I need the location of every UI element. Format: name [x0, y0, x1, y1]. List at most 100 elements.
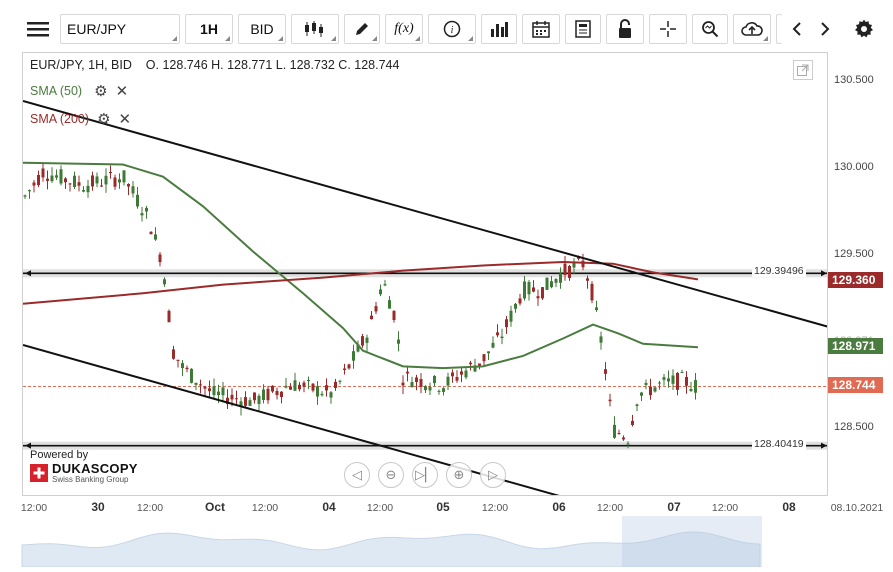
candle-body	[622, 437, 625, 440]
candle-body	[500, 336, 504, 339]
indicators-button[interactable]: f(x)	[385, 14, 423, 44]
candle-body	[37, 175, 40, 186]
candle-body	[536, 296, 540, 299]
time-label: 06	[552, 500, 566, 514]
candle-body	[361, 336, 364, 346]
candle-body	[496, 332, 499, 336]
crosshair-button[interactable]	[649, 14, 687, 44]
lock-button[interactable]	[606, 14, 644, 44]
navigator[interactable]	[0, 516, 893, 568]
price-chart[interactable]	[23, 53, 828, 496]
candle-body	[145, 207, 148, 212]
candle-body	[41, 168, 45, 178]
candle-body	[514, 303, 517, 309]
document-icon	[575, 20, 591, 38]
price-side-selector[interactable]: BID	[238, 14, 286, 44]
report-button[interactable]	[565, 14, 601, 44]
time-label: 08	[782, 500, 796, 514]
candle-body	[563, 263, 567, 275]
candle-body	[289, 386, 292, 390]
chart-area[interactable]	[22, 52, 828, 496]
candle-body	[586, 278, 589, 281]
timeframe-selector[interactable]: 1H	[185, 14, 233, 44]
candle-body	[577, 257, 580, 259]
volume-button[interactable]	[481, 14, 517, 44]
price-axis[interactable]: 130.500 130.000 129.500 128.971 128.500 …	[828, 52, 893, 496]
external-link-icon	[797, 64, 809, 76]
candle-body	[671, 375, 675, 384]
candle-body	[140, 213, 144, 216]
candle-body	[239, 401, 243, 407]
zoom-in-button[interactable]: ⊕	[446, 462, 472, 488]
time-label: 12:00	[481, 502, 509, 514]
time-label: 30	[91, 500, 105, 514]
zoom-button[interactable]	[692, 14, 728, 44]
hamburger-icon	[27, 22, 49, 37]
candle-body	[221, 387, 225, 396]
date-label: 08.10.2021	[830, 502, 884, 514]
zoom-out-button[interactable]: ⊖	[378, 462, 404, 488]
chart-info: EUR/JPY, 1H, BID O. 128.746 H. 128.771 L…	[30, 58, 399, 72]
upload-button[interactable]	[733, 14, 771, 44]
navigator-area[interactable]	[0, 516, 893, 568]
ohlc-values: O. 128.746 H. 128.771 L. 128.732 C. 128.…	[145, 58, 400, 72]
candle-body	[658, 382, 661, 384]
candle-body	[284, 385, 288, 388]
close-icon[interactable]: ✕	[115, 83, 129, 100]
candle-body	[599, 336, 603, 343]
triangle-left-icon: ◁	[352, 467, 362, 482]
candle-body	[46, 178, 49, 181]
calendar-button[interactable]	[522, 14, 560, 44]
candle-body	[316, 386, 319, 397]
sma200-label: SMA (200)	[30, 112, 90, 126]
candle-body	[527, 281, 531, 295]
candle-body	[635, 404, 639, 407]
candle-body	[397, 339, 400, 344]
price-label: 130.000	[834, 161, 874, 173]
candle-body	[82, 190, 85, 192]
scroll-right-button[interactable]: ▷	[480, 462, 506, 488]
candle-body	[581, 260, 585, 268]
candle-body	[226, 397, 229, 405]
sma50-price-tag: 128.971	[828, 338, 883, 354]
level-arrow-left	[25, 270, 31, 277]
last-price-tag: 128.744	[828, 377, 883, 393]
candle-body	[464, 370, 468, 378]
draw-tool-button[interactable]	[344, 14, 380, 44]
chart-type-button[interactable]	[291, 14, 339, 44]
candle-body	[401, 382, 405, 386]
time-axis[interactable]: 12:00 30 12:00 Oct 12:00 04 12:00 05 12:…	[21, 496, 893, 516]
info-button[interactable]: i	[428, 14, 476, 44]
zoom-icon	[702, 21, 719, 38]
candle-body	[203, 386, 207, 389]
menu-button[interactable]	[22, 14, 54, 44]
candle-body	[230, 394, 234, 400]
candle-body	[343, 368, 346, 370]
settings-button[interactable]	[850, 14, 878, 44]
lower-trendline	[23, 344, 560, 495]
candle-body	[469, 362, 472, 365]
navigator-window[interactable]	[622, 516, 762, 567]
gear-icon[interactable]: ⚙	[97, 111, 111, 128]
candle-body	[518, 298, 522, 304]
candle-body	[388, 300, 391, 309]
candle-body	[455, 376, 459, 381]
next-button[interactable]	[814, 14, 836, 44]
prev-button[interactable]	[786, 14, 808, 44]
candle-body	[311, 383, 315, 391]
popout-button[interactable]	[793, 60, 813, 80]
candle-body	[118, 179, 121, 183]
scroll-left-button[interactable]: ◁	[344, 462, 370, 488]
gear-icon[interactable]: ⚙	[94, 83, 108, 100]
powered-by-logo: Powered by DUKASCOPY Swiss Banking Group	[30, 449, 150, 495]
candle-body	[446, 376, 450, 386]
indicator-sma50: SMA (50) ⚙ ✕	[30, 82, 128, 100]
candle-body	[572, 263, 576, 268]
symbol-selector[interactable]: EUR/JPY	[60, 14, 180, 44]
fit-button[interactable]: ▷▏	[412, 462, 438, 488]
candle-body	[275, 390, 279, 396]
close-icon[interactable]: ✕	[118, 111, 132, 128]
time-label: 12:00	[251, 502, 279, 514]
crosshair-icon	[660, 21, 676, 37]
candle-body	[590, 283, 594, 301]
